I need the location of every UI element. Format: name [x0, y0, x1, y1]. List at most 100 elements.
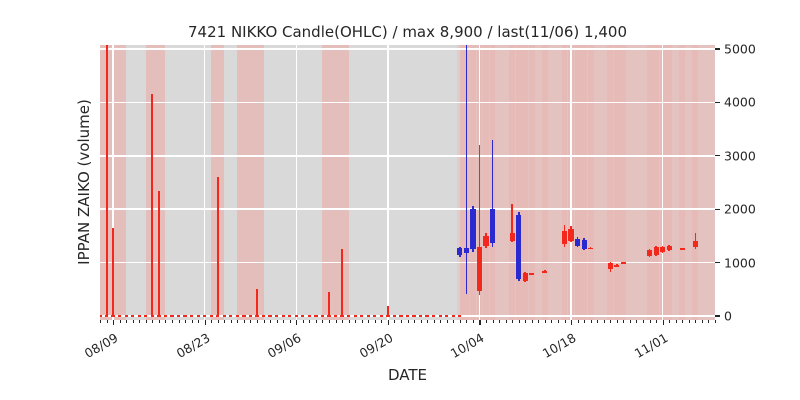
zero-volume-mark [203, 315, 207, 317]
highlight-band [322, 45, 349, 320]
candle-body [483, 235, 489, 247]
zero-volume-mark [307, 315, 311, 317]
x-minor-tick [185, 320, 187, 323]
x-minor-tick [597, 320, 599, 323]
zero-volume-mark [229, 315, 233, 317]
candle-body [575, 238, 581, 247]
x-minor-tick [243, 320, 245, 323]
zero-volume-mark [405, 315, 410, 317]
zero-volume-mark [425, 315, 429, 317]
zero-volume-mark [412, 315, 416, 317]
x-minor-tick [675, 320, 677, 323]
zero-volume-mark [248, 315, 253, 317]
x-minor-tick [139, 320, 141, 323]
day-stripe [515, 45, 522, 320]
candle-wick [478, 145, 481, 295]
x-minor-tick [688, 320, 690, 323]
day-stripe [522, 45, 529, 320]
zero-volume-mark [333, 315, 338, 317]
y-tick [715, 48, 720, 50]
x-minor-tick [551, 320, 553, 323]
zero-volume-mark [137, 315, 141, 317]
x-minor-tick [276, 320, 278, 323]
y-gridline [100, 261, 715, 264]
zero-volume-mark [320, 315, 325, 317]
zero-volume-mark [432, 315, 436, 317]
x-minor-tick [459, 320, 461, 323]
zero-volume-mark [261, 315, 266, 317]
x-minor-tick [525, 320, 527, 323]
x-minor-tick [590, 320, 592, 323]
y-tick [715, 262, 720, 264]
zero-volume-mark [294, 315, 298, 317]
volume-spike [216, 177, 219, 316]
x-minor-tick [145, 320, 147, 323]
x-minor-tick [492, 320, 494, 323]
day-stripe [561, 45, 568, 320]
candle-body [568, 229, 574, 242]
y-tick [715, 155, 720, 157]
zero-volume-mark [100, 315, 102, 317]
y-gridline [100, 48, 715, 50]
x-minor-tick [237, 320, 239, 323]
volume-spike [341, 249, 344, 316]
y-tick-label: 3000 [724, 148, 756, 164]
x-minor-tick [250, 320, 252, 323]
x-major-tick [662, 320, 664, 325]
x-minor-tick [433, 320, 435, 323]
day-stripe [620, 45, 627, 320]
x-minor-tick [695, 320, 697, 323]
highlight-band [237, 45, 264, 320]
day-stripe [541, 45, 548, 320]
zero-volume-mark [131, 315, 135, 317]
zero-volume-mark [222, 315, 226, 317]
day-stripe [483, 45, 489, 320]
x-minor-tick [217, 320, 219, 323]
candle-body [489, 209, 496, 244]
zero-volume-mark [216, 315, 220, 317]
zero-volume-mark [242, 315, 246, 317]
x-minor-tick [126, 320, 128, 323]
x-minor-tick [224, 320, 226, 323]
candle-body [614, 264, 620, 267]
x-minor-tick [557, 320, 559, 323]
x-minor-tick [355, 320, 357, 323]
zero-volume-mark [458, 315, 462, 317]
y-gridline [100, 208, 715, 210]
candle-body [463, 247, 469, 253]
x-minor-tick [270, 320, 272, 323]
candle-wick [511, 203, 513, 243]
zero-volume-mark [366, 315, 370, 317]
x-minor-tick [610, 320, 612, 323]
y-tick-label: 2000 [724, 201, 756, 217]
candle-body [653, 246, 659, 255]
x-minor-tick [106, 320, 108, 323]
candle-body [581, 239, 587, 249]
candle-wick [491, 139, 494, 247]
x-minor-tick [472, 320, 474, 323]
x-minor-tick [394, 320, 396, 323]
volume-spike [386, 306, 389, 316]
x-gridline [203, 45, 206, 320]
x-minor-tick [584, 320, 586, 323]
x-minor-tick [414, 320, 416, 323]
day-stripe [679, 45, 686, 320]
x-minor-tick [158, 320, 160, 323]
zero-volume-mark [235, 315, 240, 317]
candle-body [620, 262, 626, 264]
x-minor-tick [198, 320, 200, 323]
zero-volume-mark [327, 315, 331, 317]
x-minor-tick [302, 320, 304, 323]
candle-body [692, 241, 698, 247]
x-minor-tick [453, 320, 455, 323]
x-minor-tick [629, 320, 631, 323]
y-tick [715, 101, 720, 103]
zero-volume-mark [353, 315, 357, 317]
zero-volume-mark [255, 315, 259, 317]
day-stripe [613, 45, 620, 320]
x-minor-tick [643, 320, 645, 323]
x-minor-tick [119, 320, 121, 323]
x-gridline [387, 45, 389, 320]
zero-volume-mark [399, 315, 403, 317]
x-minor-tick [701, 320, 703, 323]
